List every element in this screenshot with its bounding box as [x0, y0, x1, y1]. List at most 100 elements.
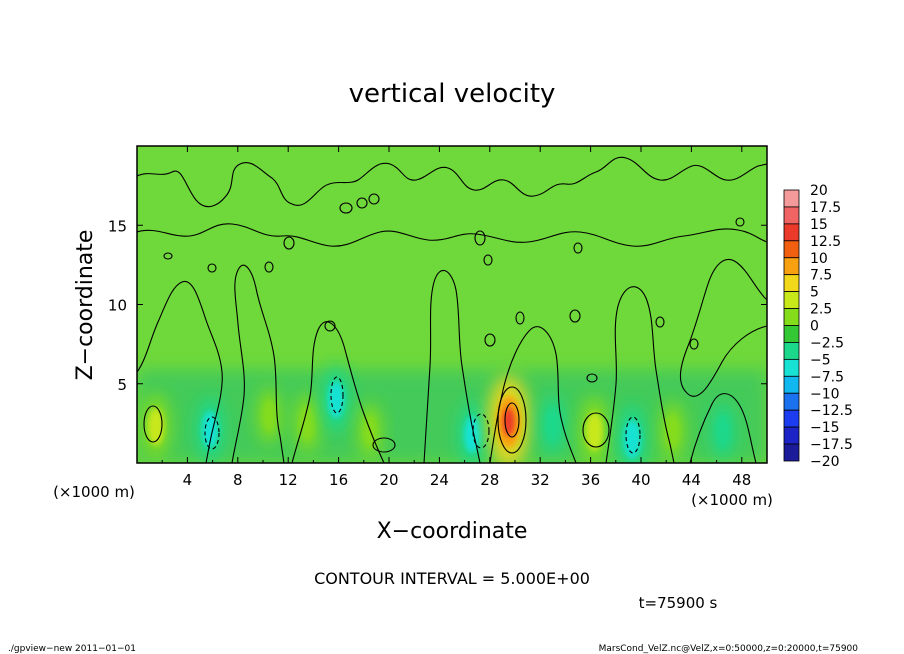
y-tick-label: 15 [108, 217, 127, 235]
downdraft-core [716, 415, 730, 448]
contour-cell-7 [582, 412, 610, 448]
contour-small [324, 320, 336, 332]
contour-cell-6 [504, 402, 520, 438]
contour-right-column [679, 258, 767, 397]
x-tick-label: 32 [531, 471, 550, 489]
contour-column-6 [605, 286, 675, 463]
y-unit-label: (×1000 m) [53, 483, 135, 501]
x-tick-label: 40 [631, 471, 650, 489]
colorbar-box [783, 274, 800, 293]
contour-cell-9 [372, 437, 396, 453]
contour-small [689, 338, 699, 350]
downdraft-core [464, 415, 481, 453]
contour-cell-3 [330, 376, 344, 414]
colorbar-label: −20 [810, 454, 840, 470]
updraft-core [262, 399, 277, 432]
colorbar-label: 7.5 [810, 268, 832, 284]
colorbar-label: −12.5 [810, 403, 853, 419]
colorbar-label: 20 [810, 183, 828, 199]
contour-column-7 [689, 393, 757, 463]
x-tick-label: 4 [183, 471, 193, 489]
colorbar-label: 0 [810, 319, 819, 335]
contour-small [356, 197, 368, 209]
downdraft-core [327, 381, 345, 419]
footer-left-text: ./gpview−new 2011−01−01 [8, 644, 136, 654]
colorbar-box [783, 223, 800, 242]
colorbar-box [783, 240, 800, 259]
colorbar-label: 5 [810, 285, 819, 301]
updraft-core [585, 411, 603, 451]
contour-small [368, 193, 380, 205]
x-unit-label: (×1000 m) [691, 491, 773, 509]
colorbar-box [783, 392, 800, 411]
colorbar-label: −5 [810, 352, 831, 368]
contour-small [569, 309, 581, 323]
downdraft-core [545, 408, 561, 442]
x-axis-ticks: 4 8 12 16 20 24 28 32 36 40 44 48 [161, 146, 751, 489]
contour-interval-text: CONTOUR INTERVAL = 5.000E+00 [314, 569, 590, 588]
colorbar-box [783, 308, 800, 326]
contour-small [573, 242, 583, 254]
colorbar-box [783, 291, 800, 309]
x-tick-label: 24 [430, 471, 449, 489]
contour-cell-8 [625, 416, 641, 454]
colorbar-label: −10 [810, 386, 840, 402]
contour-cell-5 [497, 386, 527, 454]
x-tick-label: 48 [732, 471, 751, 489]
colorbar-box [783, 257, 800, 276]
contour-upper-band [137, 156, 767, 208]
y-axis-label: Z−coordinate [73, 230, 98, 381]
colorbar-label: −17.5 [810, 437, 853, 453]
time-text: t=75900 s [639, 594, 718, 612]
contour-cell-1 [143, 405, 163, 443]
contour-mid-band [137, 223, 767, 247]
y-axis-ticks: 5 10 15 [108, 217, 767, 394]
colorbar-box [783, 443, 800, 462]
colorbar-box [783, 206, 800, 225]
colorbar-label: −2.5 [810, 335, 844, 351]
contour-small [655, 316, 665, 328]
contour-small [339, 202, 353, 214]
x-tick-label: 8 [233, 471, 243, 489]
contour-small [264, 261, 274, 273]
contour-lines [137, 156, 767, 463]
contour-column-1 [137, 280, 223, 463]
contour-small [735, 217, 745, 227]
colorbar-box [783, 409, 800, 428]
contour-small [283, 236, 295, 250]
x-tick-label: 20 [379, 471, 398, 489]
contour-column-4 [423, 269, 481, 463]
x-tick-label: 44 [682, 471, 701, 489]
contour-column-2 [231, 264, 285, 463]
y-tick-label: 5 [117, 376, 127, 394]
x-tick-label: 16 [329, 471, 348, 489]
contour-cell-4 [472, 413, 490, 449]
contour-column-3 [291, 321, 385, 463]
colorbar-box [783, 426, 800, 445]
updraft-core [299, 406, 315, 441]
contour-small [484, 333, 496, 347]
colorbar: 2017.51512.5107.552.50−2.5−5−7.5−10−12.5… [783, 183, 853, 470]
x-axis-label: X−coordinate [377, 519, 528, 544]
colorbar-box [783, 325, 800, 343]
colorbar-label: 10 [810, 251, 828, 267]
footer-right-text: MarsCond_VelZ.nc@VelZ,x=0:50000,z=0:2000… [599, 644, 859, 654]
x-tick-label: 12 [279, 471, 298, 489]
colorbar-label: 15 [810, 217, 828, 233]
colorbar-box [783, 375, 800, 394]
colorbar-label: 17.5 [810, 200, 841, 216]
x-tick-label: 36 [581, 471, 600, 489]
contour-small [207, 263, 217, 273]
contour-cell-2 [204, 416, 220, 450]
colorbar-label: −7.5 [810, 369, 844, 385]
colorbar-box [783, 358, 800, 377]
contour-small [474, 230, 486, 246]
contour-small [163, 252, 173, 260]
colorbar-box [783, 342, 800, 360]
y-tick-label: 10 [108, 297, 127, 315]
contour-small [515, 311, 525, 325]
colorbar-label: −15 [810, 420, 840, 436]
colorbar-box [783, 189, 800, 208]
